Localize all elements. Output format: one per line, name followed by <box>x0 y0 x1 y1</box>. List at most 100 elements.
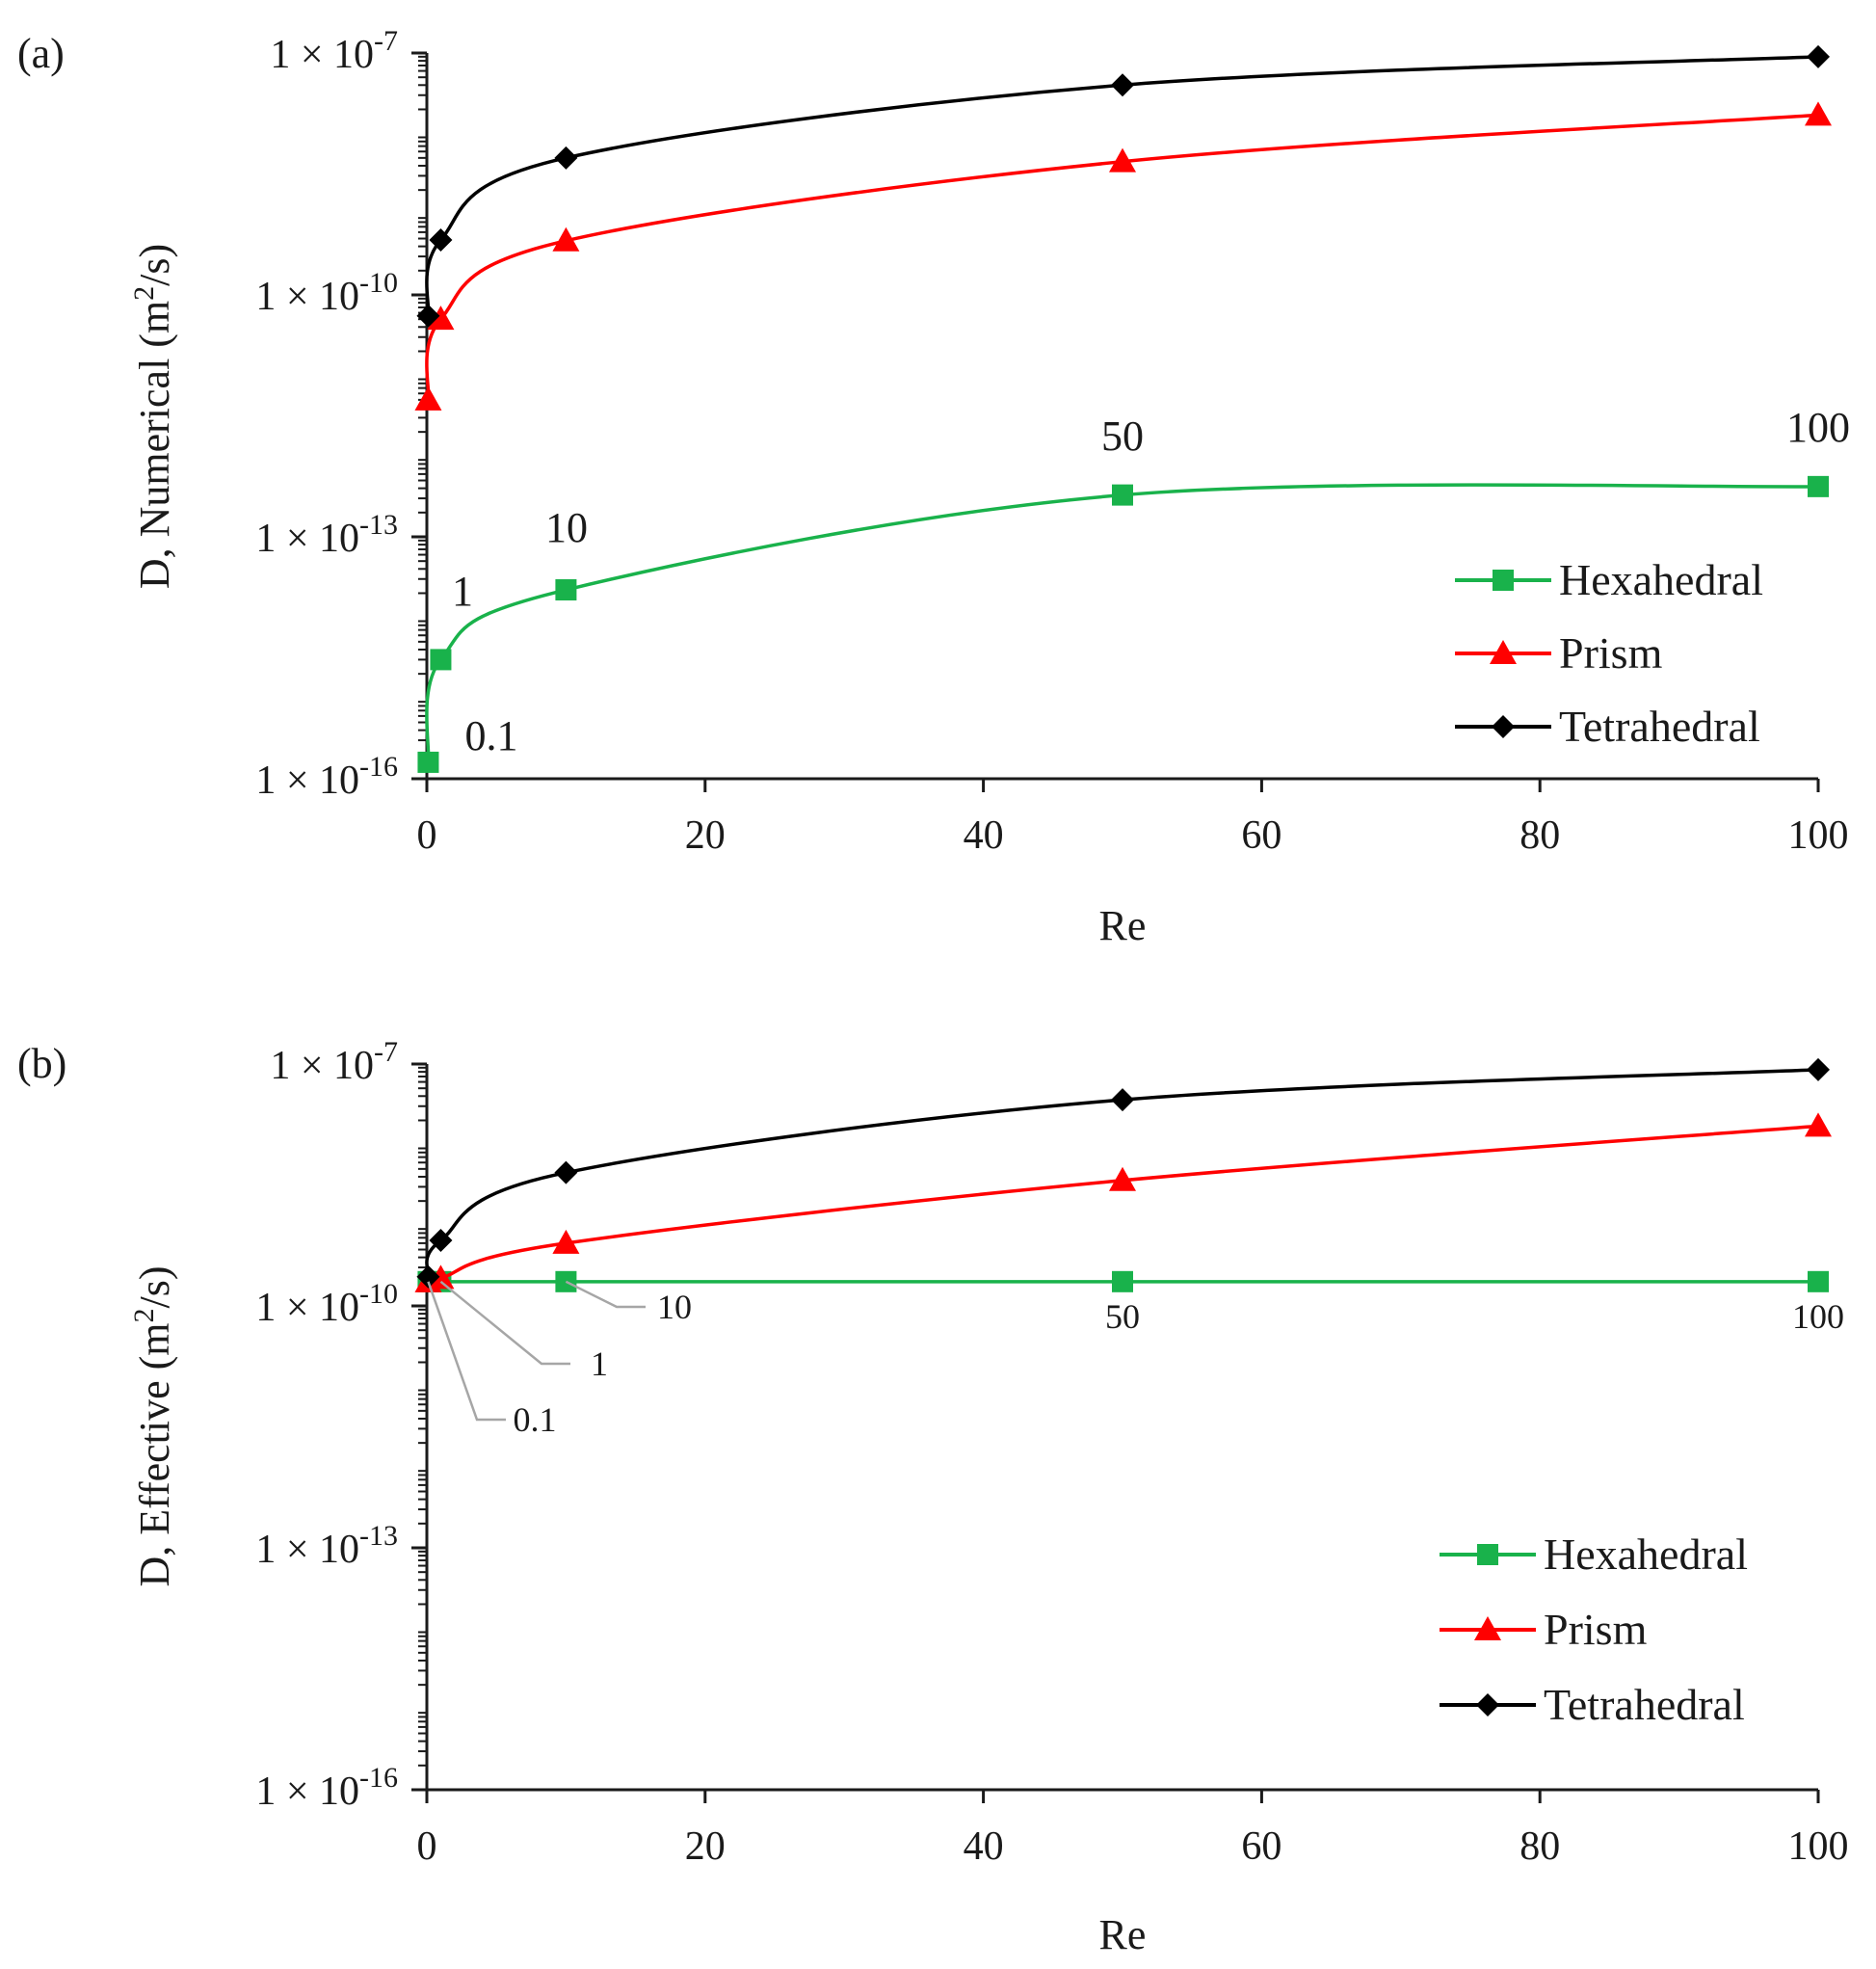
y-axis-title: D, Effective (m2/s) <box>128 1265 178 1586</box>
x-axis-title: Re <box>1099 1911 1147 1958</box>
legend-marker <box>1474 1616 1501 1640</box>
x-tick-label: 80 <box>1519 813 1560 858</box>
data-point-hexahedral <box>555 579 577 601</box>
legend-label-tetrahedral: Tetrahedral <box>1559 702 1760 751</box>
panel-label-text: (b) <box>17 1040 66 1087</box>
panel-label: (b) <box>17 1040 66 1087</box>
point-label: 50 <box>1105 1297 1140 1336</box>
legend-marker <box>1490 640 1517 664</box>
point-label: 0.1 <box>465 712 518 759</box>
data-point-hexahedral <box>1112 1270 1133 1292</box>
x-tick-label: 0 <box>417 813 437 858</box>
series-line-prism <box>425 1124 1819 1285</box>
y-axis-title: D, Numerical (m2/s) <box>128 244 178 589</box>
legend-marker <box>1493 570 1514 591</box>
data-point-prism <box>427 1264 455 1290</box>
data-point-tetrahedral <box>429 1228 453 1252</box>
y-tick-base: 1 × 10 <box>255 1528 359 1572</box>
data-point-tetrahedral <box>1807 44 1830 68</box>
legend-marker <box>1492 715 1515 738</box>
x-tick-label: 20 <box>685 1824 726 1869</box>
y-axis-title-tail: /s) <box>131 244 178 286</box>
point-label-leader <box>427 1281 506 1422</box>
x-tick-label: 60 <box>1241 813 1281 858</box>
y-tick-exponent: -10 <box>359 1278 398 1310</box>
x-tick-label: 80 <box>1519 1824 1560 1869</box>
y-tick-base: 1 × 10 <box>255 517 359 561</box>
series-line-tetrahedral <box>425 1068 1819 1278</box>
y-axis-title-tail: /s) <box>131 1265 178 1308</box>
point-label: 10 <box>545 504 588 551</box>
series-line-prism <box>425 113 1819 401</box>
data-point-prism <box>552 1229 580 1254</box>
y-tick-exponent: -7 <box>374 1036 398 1068</box>
point-label: 1 <box>591 1344 608 1383</box>
x-tick-label: 20 <box>685 813 726 858</box>
data-point-hexahedral <box>430 649 452 671</box>
data-point-prism <box>552 226 580 252</box>
y-tick-exponent: -13 <box>359 1520 398 1552</box>
data-point-tetrahedral <box>1111 1088 1134 1112</box>
legend-label-tetrahedral: Tetrahedral <box>1544 1680 1745 1729</box>
data-point-hexahedral <box>1808 1270 1829 1292</box>
point-label-leader <box>565 1280 646 1309</box>
point-label-leader <box>439 1280 570 1366</box>
data-point-tetrahedral <box>1807 1057 1830 1081</box>
y-tick-label: 1 × 10-13 <box>255 509 398 561</box>
data-point-prism <box>1805 1112 1832 1137</box>
y-tick-base: 1 × 10 <box>255 1286 359 1330</box>
y-tick-label: 1 × 10-10 <box>255 267 398 319</box>
x-axis-title: Re <box>1099 902 1147 949</box>
y-tick-base: 1 × 10 <box>255 758 359 803</box>
y-axis-title-sup: 2 <box>128 286 160 301</box>
panel-label-text: (a) <box>17 30 65 77</box>
x-tick-label: 40 <box>964 813 1004 858</box>
y-axis-title-main: D, Numerical (m <box>131 301 178 589</box>
panel-a-chart: (a)1 × 10-161 × 10-131 × 10-101 × 10-70 2… <box>17 25 1850 949</box>
data-point-prism <box>1805 101 1832 126</box>
y-tick-exponent: -13 <box>359 509 398 541</box>
data-point-hexahedral <box>417 751 439 773</box>
legend-label-prism: Prism <box>1544 1605 1648 1654</box>
x-tick-label: 100 <box>1788 1824 1849 1869</box>
point-label: 0.1 <box>514 1400 557 1439</box>
point-label: 1 <box>452 568 473 615</box>
y-axis-title-sup: 2 <box>128 1308 160 1322</box>
y-axis-title-main: D, Effective (m <box>131 1322 178 1586</box>
data-point-tetrahedral <box>554 146 578 170</box>
y-tick-base: 1 × 10 <box>255 275 359 319</box>
data-point-prism <box>427 306 455 331</box>
legend-label-hexahedral: Hexahedral <box>1544 1530 1748 1579</box>
data-point-tetrahedral <box>1111 73 1134 97</box>
data-point-tetrahedral <box>416 304 440 328</box>
data-point-tetrahedral <box>554 1160 578 1184</box>
y-tick-label: 1 × 10-16 <box>255 751 398 803</box>
point-label: 10 <box>657 1288 692 1326</box>
x-tick-label: 0 <box>417 1824 437 1869</box>
x-tick-label: 60 <box>1241 1824 1281 1869</box>
y-tick-exponent: -16 <box>359 1762 398 1794</box>
x-tick-label: 40 <box>964 1824 1004 1869</box>
point-label: 50 <box>1101 412 1144 460</box>
y-tick-label: 1 × 10-7 <box>270 1036 398 1088</box>
panel-label: (a) <box>17 30 65 77</box>
data-point-hexahedral <box>1808 475 1829 497</box>
legend-label-hexahedral: Hexahedral <box>1559 555 1763 604</box>
legend-label-prism: Prism <box>1559 628 1663 678</box>
y-tick-base: 1 × 10 <box>270 1044 374 1088</box>
y-tick-label: 1 × 10-10 <box>255 1278 398 1330</box>
y-tick-label: 1 × 10-16 <box>255 1762 398 1814</box>
y-tick-exponent: -16 <box>359 751 398 783</box>
y-tick-label: 1 × 10-13 <box>255 1520 398 1572</box>
data-point-tetrahedral <box>429 228 453 253</box>
y-tick-exponent: -10 <box>359 267 398 299</box>
legend-marker <box>1476 1693 1499 1716</box>
point-label: 100 <box>1792 1297 1844 1336</box>
x-tick-label: 100 <box>1788 813 1849 858</box>
data-point-tetrahedral <box>416 1264 440 1289</box>
panel-b-chart: (b)1 × 10-161 × 10-131 × 10-101 × 10-70 2… <box>17 1036 1849 1958</box>
data-point-prism <box>414 386 442 411</box>
data-point-prism <box>1109 147 1136 173</box>
point-label: 100 <box>1786 404 1850 451</box>
